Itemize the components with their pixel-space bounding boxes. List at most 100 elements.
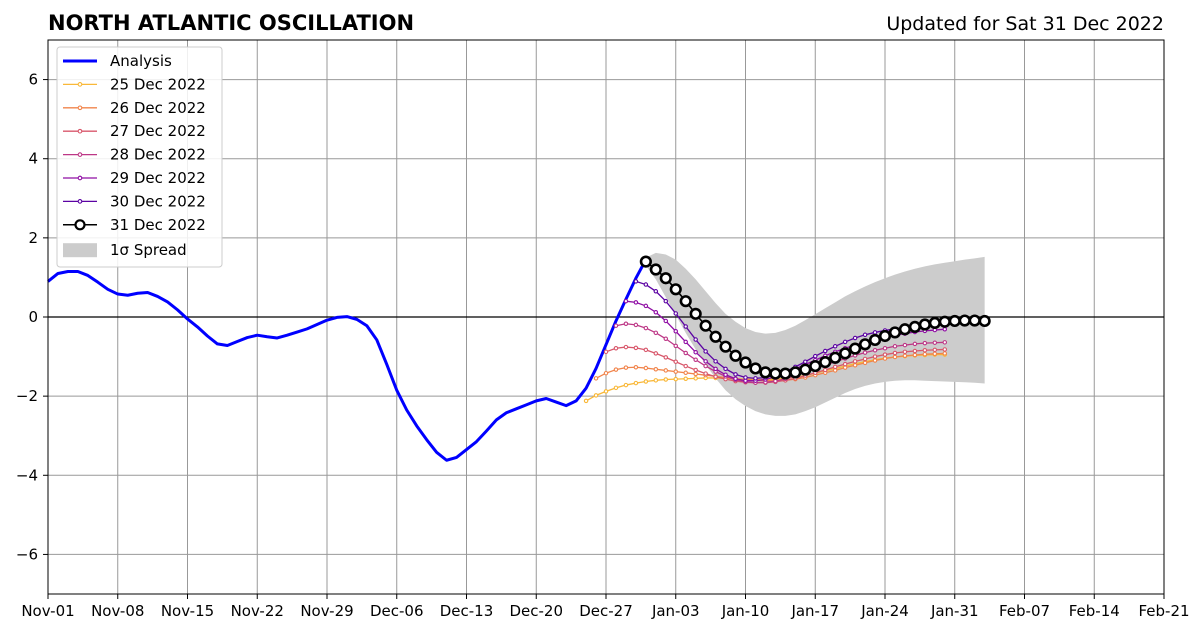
forecast-point [922,347,928,353]
legend-label: 29 Dec 2022 [110,169,206,187]
x-tick-label: Feb-07 [999,602,1050,620]
forecast-point [872,354,878,359]
forecast-point [653,378,659,383]
forecast-point [683,339,688,345]
forecast-point [729,349,742,362]
forecast-point [872,347,878,353]
x-tick-label: Dec-13 [440,602,494,620]
forecast-point [653,310,659,315]
forecast-point [819,356,832,369]
forecast-point [683,350,688,356]
x-tick-label: Jan-17 [790,602,839,620]
x-tick-label: Dec-06 [370,602,424,620]
forecast-point [733,376,738,381]
forecast-point [623,365,629,370]
legend-swatch-marker [77,105,83,111]
forecast-point [663,318,669,324]
legend-swatch-marker [77,152,83,157]
forecast-point [673,311,678,316]
forecast-point [693,337,698,342]
forecast-point [852,363,858,368]
y-tick-label: 0 [28,308,38,326]
forecast-point [902,353,908,359]
forecast-point [898,323,912,336]
forecast-point [978,314,991,328]
forecast-point [852,335,858,341]
forecast-point [862,360,868,366]
forecast-point [892,354,898,360]
forecast-point [703,349,708,354]
forecast-point [832,344,838,349]
forecast-point [713,374,718,380]
forecast-point [769,367,782,380]
x-tick-label: Dec-27 [579,602,633,620]
forecast-point [812,353,818,359]
analysis-line [47,258,648,462]
forecast-point [719,340,732,353]
forecast-point [908,320,921,333]
forecast-point [659,272,672,285]
legend-label: 30 Dec 2022 [110,192,206,210]
forecast-point [673,343,678,349]
chart-title: NORTH ATLANTIC OSCILLATION [48,11,414,35]
forecast-point [679,295,692,308]
spread-band-layer [645,252,985,416]
legend-label: 25 Dec 2022 [110,75,206,93]
legend-swatch-marker [74,219,86,231]
forecast-point [613,385,619,391]
forecast-point [709,330,722,343]
legend-label: 31 Dec 2022 [110,216,206,234]
y-tick-label: −6 [16,545,38,563]
forecast-point [633,380,639,386]
forecast-point [942,327,948,332]
forecast-point [633,365,639,370]
forecast-point [649,263,662,276]
forecast-point [583,398,589,404]
forecast-point [803,359,808,364]
forecast-point [593,393,599,398]
x-tick-label: Nov-15 [161,602,214,620]
forecast-point [643,347,649,353]
forecast-point [932,351,938,357]
forecast-point [882,356,888,361]
forecast-point [789,366,802,379]
forecast-point [779,367,792,380]
forecast-point [882,346,888,351]
x-axis: Nov-01 Nov-08 Nov-15 Nov-22 Nov-29 Dec-06 Dec-… [21,594,1190,620]
forecast-point [673,359,678,364]
forecast-point [653,351,659,356]
forecast-point [922,351,928,357]
forecast-point [922,340,928,346]
forecast-point [663,368,669,373]
forecast-point [733,372,738,377]
forecast-point [613,346,619,351]
forecast-point [693,367,698,373]
forecast-point [862,350,868,355]
forecast-point [663,355,669,360]
forecast-point [942,347,948,352]
forecast-point [683,324,688,329]
forecast-point [633,345,639,351]
forecast-point [842,361,848,367]
forecast-point [713,359,718,364]
forecast-point [699,319,712,332]
y-tick-label: 4 [28,150,38,168]
x-tick-label: Feb-14 [1069,602,1120,620]
legend-label: 28 Dec 2022 [110,146,206,164]
forecast-point [623,321,629,326]
forecast-point [958,314,971,327]
y-tick-label: −2 [16,387,38,405]
forecast-point [892,344,898,349]
forecast-point [613,367,619,372]
x-tick-label: Jan-10 [721,602,770,620]
forecast-point [822,367,828,373]
y-tick-label: −4 [16,466,38,484]
x-tick-label: Jan-24 [860,602,909,620]
forecast-point [703,363,708,369]
forecast-point [663,377,669,382]
forecast-point [878,329,892,343]
forecast-point [653,330,659,336]
forecast-point [809,359,822,373]
forecast-point [858,338,872,351]
forecast-point [689,307,702,320]
